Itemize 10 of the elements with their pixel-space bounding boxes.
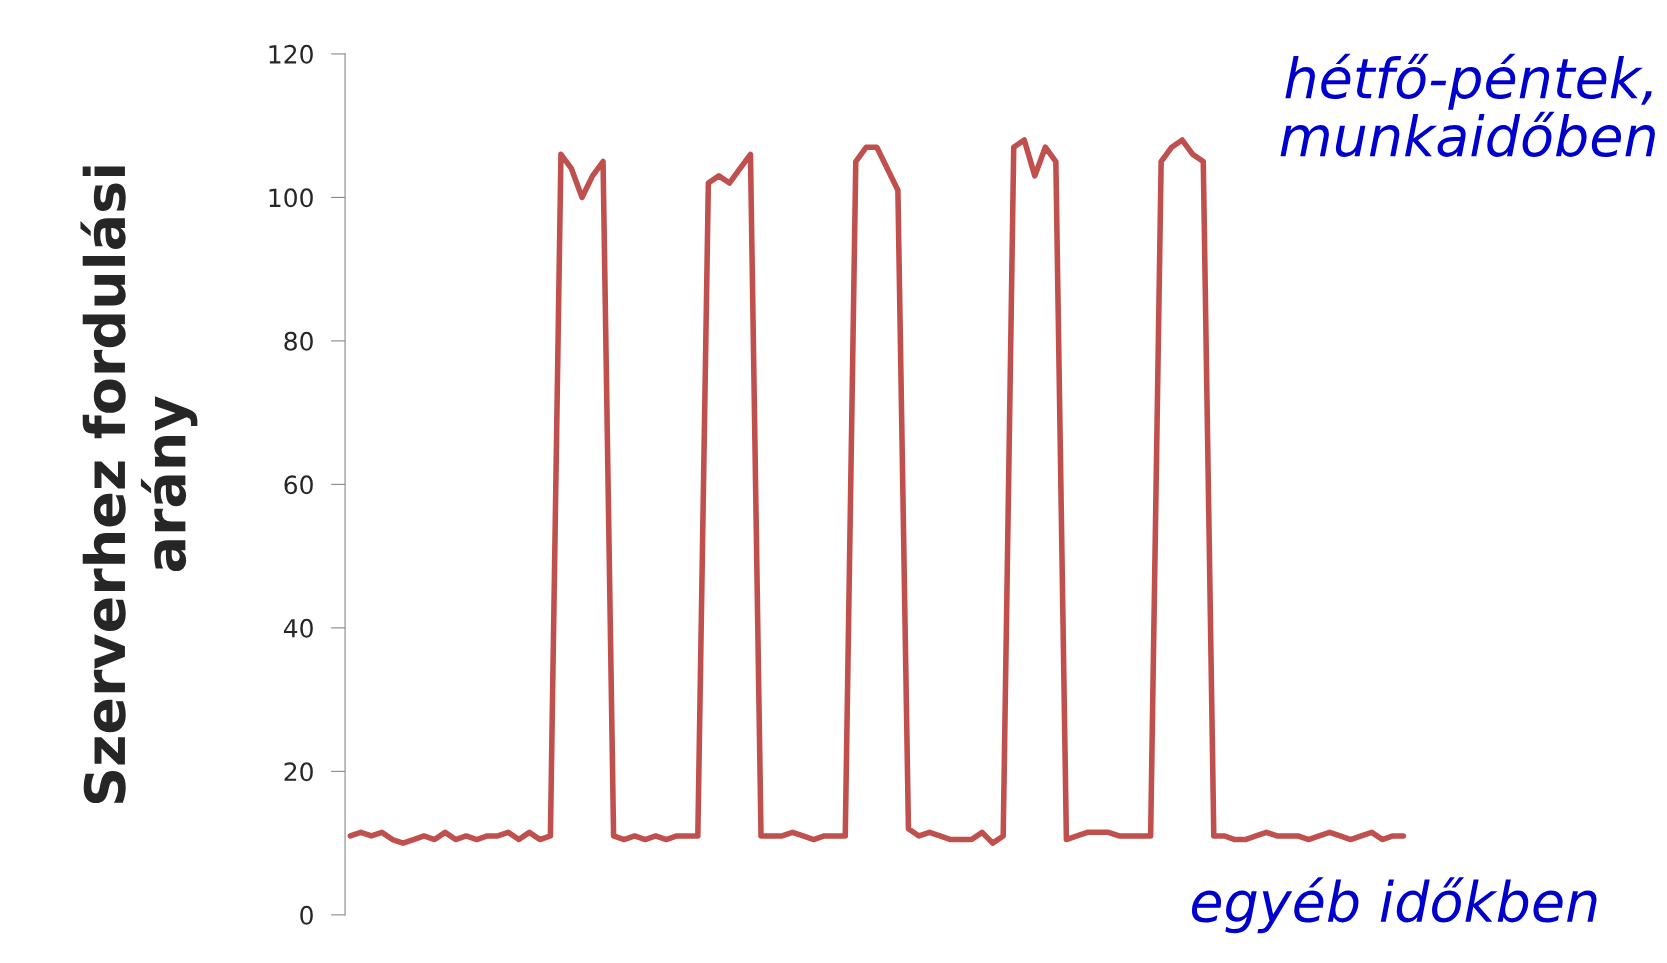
y-tick-label: 60 (284, 475, 313, 495)
y-tick-label: 80 (284, 331, 313, 351)
y-axis-title: Szerverhez fordulási arány (80, 166, 198, 804)
annotation: egyéb időkben (1191, 877, 1597, 934)
y-tick-label: 40 (283, 618, 313, 638)
annotation: hétfő-péntek, munkaidőben (1280, 53, 1655, 157)
y-tick-label: 100 (269, 188, 313, 208)
y-tick-label: 120 (269, 44, 313, 64)
y-tick-label: 20 (284, 762, 313, 782)
y-tick-label: 0 (300, 905, 313, 925)
